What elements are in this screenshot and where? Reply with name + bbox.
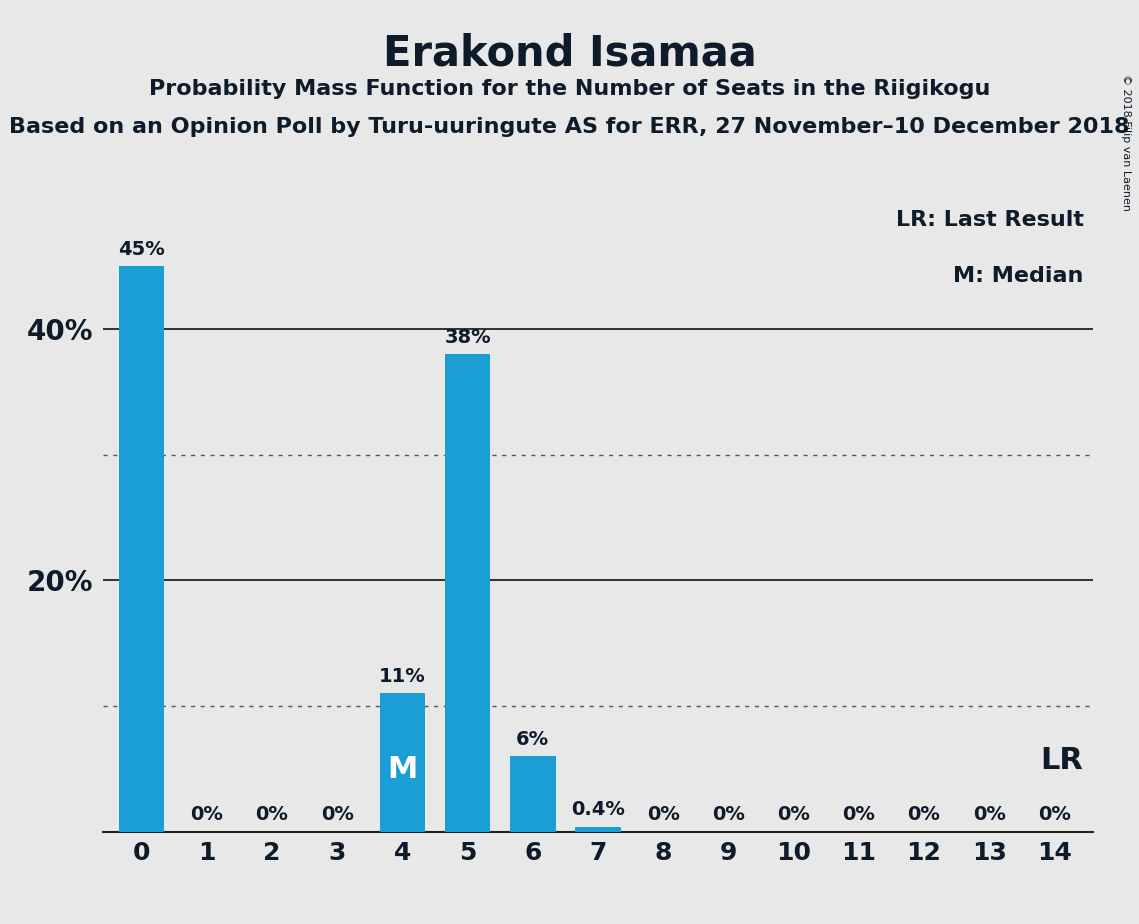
Text: 0%: 0%	[647, 805, 680, 824]
Text: 0%: 0%	[843, 805, 875, 824]
Text: M: M	[387, 755, 418, 784]
Text: 0%: 0%	[777, 805, 810, 824]
Text: LR: Last Result: LR: Last Result	[895, 210, 1083, 229]
Text: Erakond Isamaa: Erakond Isamaa	[383, 32, 756, 74]
Text: 0%: 0%	[712, 805, 745, 824]
Text: 0.4%: 0.4%	[571, 800, 625, 819]
Text: © 2018 Filip van Laenen: © 2018 Filip van Laenen	[1121, 74, 1131, 211]
Bar	[510, 756, 556, 832]
Text: Probability Mass Function for the Number of Seats in the Riigikogu: Probability Mass Function for the Number…	[149, 79, 990, 99]
Text: 0%: 0%	[973, 805, 1006, 824]
Text: M: Median: M: Median	[953, 266, 1083, 286]
Text: 0%: 0%	[321, 805, 353, 824]
Text: 0%: 0%	[190, 805, 223, 824]
Text: 0%: 0%	[255, 805, 288, 824]
Text: 0%: 0%	[908, 805, 941, 824]
Text: 0%: 0%	[1038, 805, 1071, 824]
Text: Based on an Opinion Poll by Turu-uuringute AS for ERR, 27 November–10 December 2: Based on an Opinion Poll by Turu-uuringu…	[9, 117, 1130, 138]
Text: LR: LR	[1041, 746, 1083, 775]
Bar	[575, 827, 621, 832]
Bar	[444, 354, 491, 832]
Bar	[118, 266, 164, 832]
Text: 38%: 38%	[444, 327, 491, 346]
Text: 6%: 6%	[516, 730, 549, 748]
Bar	[379, 693, 425, 832]
Text: 11%: 11%	[379, 667, 426, 686]
Text: 45%: 45%	[118, 239, 165, 259]
